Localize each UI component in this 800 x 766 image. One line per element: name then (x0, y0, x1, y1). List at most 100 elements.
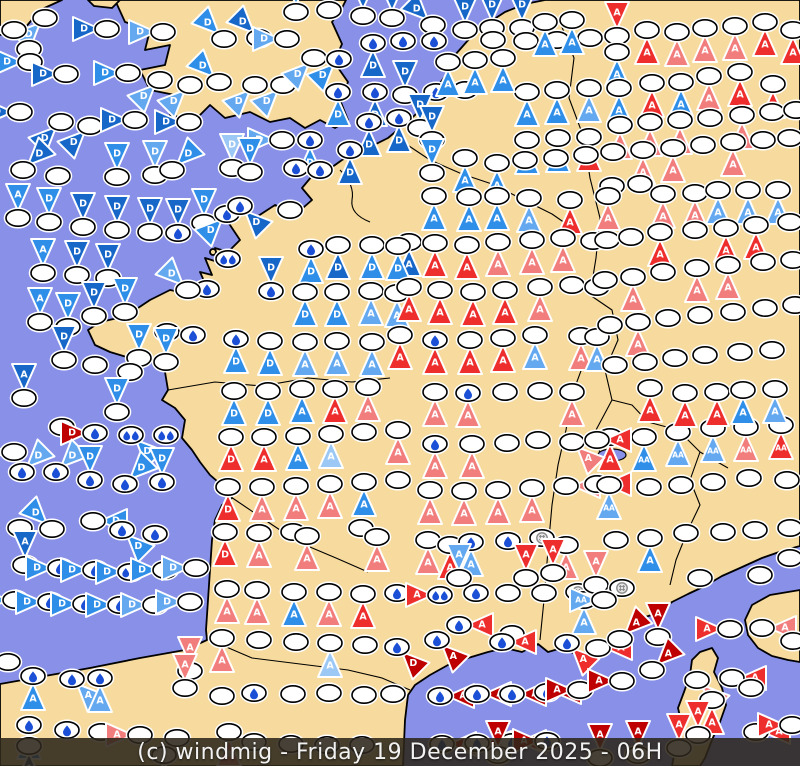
station-ellipse (301, 49, 327, 67)
curvature-letter: A (724, 283, 732, 294)
wind-triangle (780, 36, 800, 65)
station-ellipse (218, 428, 244, 446)
curvature-letter: D (158, 454, 166, 465)
rain-droplet-icon (306, 135, 314, 147)
curvature-letter: D (228, 140, 236, 151)
curvature-letter: A (761, 40, 769, 51)
wind-triangle (221, 88, 252, 119)
weather-symbol: A (632, 19, 662, 65)
station-ellipse (427, 586, 453, 604)
curvature-letter: A (553, 685, 561, 696)
station-ellipse (729, 106, 755, 124)
station-ellipse (632, 353, 658, 371)
weather-symbol: D (0, 441, 29, 463)
curvature-letter: A (693, 286, 701, 297)
weather-symbol: A (548, 227, 578, 273)
station-ellipse (639, 661, 665, 679)
station-ellipse (117, 363, 143, 381)
weather-symbol: A (279, 581, 309, 627)
station-ellipse (359, 236, 385, 254)
station-ellipse (183, 559, 209, 577)
weather-symbol: A (449, 480, 479, 526)
curvature-letter: D (204, 17, 212, 28)
curvature-letter: A (460, 509, 468, 520)
station-ellipse (717, 620, 743, 638)
weather-symbol (305, 159, 335, 181)
wind-triangle (452, 0, 478, 24)
rain-droplet-icon (393, 588, 401, 600)
weather-symbol: D (154, 256, 203, 301)
wind-triangle (385, 436, 411, 465)
station-ellipse (636, 478, 662, 496)
weather-symbol: A (760, 378, 790, 424)
station-ellipse (118, 426, 144, 444)
wind-triangle (283, 492, 309, 521)
station-ellipse (494, 434, 520, 452)
station-ellipse (650, 185, 676, 203)
wind-triangle (456, 203, 482, 232)
wind-triangle (422, 398, 448, 427)
wind-triangle (660, 154, 686, 183)
curvature-letter: D (23, 597, 31, 608)
weather-symbol (525, 380, 555, 402)
weather-symbol (140, 523, 170, 545)
station-ellipse (421, 187, 447, 205)
wind-triangle (757, 712, 786, 738)
curvature-letter: D (103, 567, 111, 578)
weather-symbol: A (623, 311, 653, 357)
rain-droplet-icon (63, 725, 71, 737)
rain-droplet-icon (432, 591, 440, 601)
station-ellipse (269, 131, 295, 149)
weather-symbol: D (128, 19, 178, 45)
weather-symbol (278, 683, 308, 705)
weather-symbol (529, 582, 559, 604)
weather-symbol: A (635, 527, 665, 573)
wind-triangle (733, 433, 759, 462)
curvature-letter: A (673, 50, 681, 61)
station-ellipse (540, 564, 566, 582)
station-ellipse (350, 585, 376, 603)
curvature-letter: A (568, 410, 576, 421)
weather-symbol: D (163, 198, 193, 244)
wind-triangle (514, 98, 540, 127)
rain-droplet-icon (473, 689, 481, 701)
station-ellipse (206, 73, 232, 91)
curvature-letter: D (394, 264, 402, 275)
curvature-letter: D (294, 69, 302, 80)
curvature-letter: D (365, 140, 373, 151)
station-ellipse (627, 175, 653, 193)
weather-symbol: D (68, 192, 98, 238)
weather-symbol: A (454, 186, 484, 232)
curvature-letter: A (629, 295, 637, 306)
weather-symbol: D (314, 0, 344, 21)
station-ellipse (765, 181, 791, 199)
wind-triangle (212, 538, 238, 567)
weather-symbol: A (320, 378, 350, 424)
weather-symbol: D (210, 521, 240, 567)
weather-symbol (625, 173, 655, 195)
wind-triangle (294, 542, 320, 571)
weather-symbol (630, 351, 660, 373)
wind-triangle (317, 649, 343, 678)
weather-symbol (490, 381, 520, 403)
station-ellipse (609, 672, 635, 690)
wind-triangle (459, 450, 485, 479)
wind-triangle (318, 440, 344, 469)
station-ellipse (752, 299, 778, 317)
weather-symbol (281, 157, 311, 179)
station-ellipse (490, 329, 516, 347)
wind-triangle (544, 96, 570, 125)
station-ellipse (727, 63, 753, 81)
station-ellipse (221, 382, 247, 400)
curvature-letter: A (14, 190, 22, 201)
wind-triangle (31, 61, 60, 87)
weather-symbol: D (154, 109, 204, 135)
curvature-letter: D (230, 409, 238, 420)
station-ellipse (283, 3, 309, 21)
rain-droplet-icon (174, 228, 182, 240)
curvature-letter: AA (603, 504, 615, 513)
weather-symbol: D (72, 16, 122, 42)
curvature-letter: A (436, 308, 444, 319)
weather-symbol: A (487, 629, 537, 655)
wind-triangle (540, 538, 566, 567)
